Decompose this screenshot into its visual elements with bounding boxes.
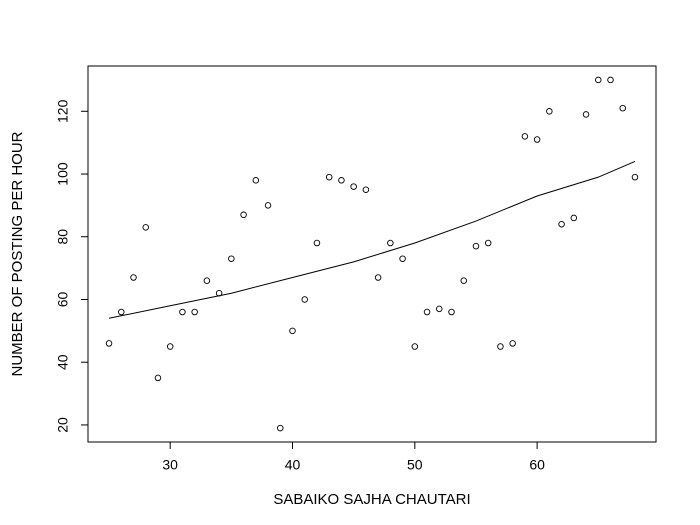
- point: [387, 239, 394, 247]
- point: [338, 177, 345, 184]
- point: [374, 274, 382, 281]
- x-tick-label: 50: [407, 457, 423, 473]
- point: [130, 274, 137, 281]
- x-tick-label: 30: [162, 457, 178, 473]
- point: [570, 214, 578, 222]
- point: [546, 108, 553, 115]
- x-tick-label: 60: [529, 457, 545, 473]
- point: [313, 239, 321, 247]
- point: [619, 104, 626, 112]
- point: [631, 173, 639, 181]
- point: [252, 177, 260, 184]
- y-tick-label: 20: [55, 417, 71, 433]
- point: [558, 220, 565, 228]
- point: [533, 136, 541, 143]
- point: [497, 343, 504, 350]
- point: [179, 308, 186, 316]
- point: [362, 186, 370, 193]
- y-tick-label: 120: [55, 99, 71, 123]
- point: [509, 340, 516, 347]
- y-tick-label: 80: [55, 229, 71, 245]
- point: [411, 343, 419, 350]
- point: [105, 340, 113, 347]
- point: [289, 327, 296, 335]
- y-tick-label: 40: [55, 354, 71, 370]
- point: [191, 308, 198, 316]
- y-tick-label: 100: [55, 162, 71, 186]
- point: [595, 76, 602, 84]
- point: [203, 277, 211, 284]
- y-tick-label: 60: [55, 291, 71, 307]
- point: [582, 111, 590, 118]
- point: [448, 308, 455, 316]
- point: [460, 277, 467, 284]
- point: [277, 424, 284, 432]
- point: [228, 255, 235, 262]
- trend-line: [108, 161, 636, 319]
- point: [399, 255, 406, 262]
- point: [118, 308, 125, 316]
- point: [436, 305, 443, 313]
- point: [264, 202, 272, 209]
- point: [154, 374, 162, 382]
- point: [301, 296, 308, 303]
- point: [484, 239, 492, 247]
- x-axis-label: SABAIKO SAJHA CHAUTARI: [273, 491, 470, 508]
- point: [325, 173, 333, 181]
- point: [607, 76, 614, 84]
- point: [240, 211, 247, 219]
- point: [423, 308, 431, 316]
- plot-frame: [87, 65, 657, 443]
- point: [350, 183, 357, 190]
- x-tick-label: 40: [285, 457, 301, 473]
- point: [521, 133, 529, 140]
- point: [166, 343, 174, 350]
- y-axis-label: NUMBER OF POSTING PER HOUR: [9, 131, 26, 376]
- point: [472, 242, 480, 250]
- point: [142, 224, 149, 231]
